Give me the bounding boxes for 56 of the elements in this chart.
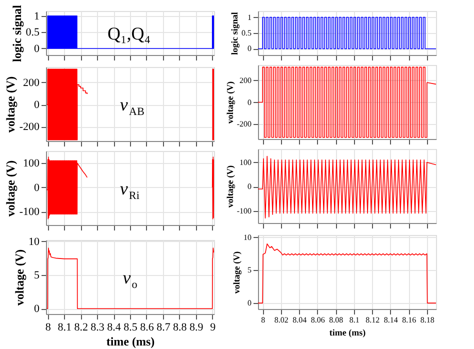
y-axis-title: voltage (V) <box>224 81 235 124</box>
y-tick-label: 0 <box>34 303 40 316</box>
y-axis-title: logic signal <box>230 12 240 55</box>
annotation: Q₁,Q₄ <box>108 23 151 44</box>
x-tick-label: 8.18 <box>420 316 434 324</box>
y-tick-label: -100 <box>19 206 40 218</box>
x-tick-label: 8.8 <box>173 322 188 334</box>
y-tick-label: -200 <box>236 120 252 129</box>
y-tick-label: 5 <box>248 266 252 275</box>
y-tick-label: 0 <box>34 182 40 194</box>
y-tick-label: 1 <box>34 10 40 22</box>
x-tick-label: 8.08 <box>329 316 344 324</box>
x-tick-label: 8.1 <box>349 316 360 324</box>
y-tick-label: -100 <box>236 206 252 216</box>
x-tick-label: 8.04 <box>292 316 307 324</box>
x-tick-label: 8 <box>45 322 52 334</box>
x-tick-label: 8.2 <box>74 322 88 334</box>
y-tick-label: 100 <box>240 158 252 167</box>
y-axis-title: voltage (V) <box>3 76 18 133</box>
y-tick-label: -200 <box>19 121 40 134</box>
y-tick-label: 0.5 <box>26 26 40 39</box>
y-axis-title: voltage (V) <box>224 165 235 208</box>
y-tick-label: 0 <box>248 98 252 107</box>
y-tick-label: 200 <box>240 76 252 85</box>
x-tick-label: 8.3 <box>90 322 105 334</box>
x-tick-label: 8.9 <box>190 322 204 334</box>
y-tick-label: 0 <box>248 44 252 54</box>
y-tick-label: 5 <box>34 269 40 282</box>
y-tick-label: 10 <box>244 232 252 242</box>
x-tick-label: 8.4 <box>107 322 122 334</box>
y-tick-label: 0 <box>248 182 252 192</box>
x-tick-label: 8.1 <box>58 322 72 334</box>
y-axis-title: voltage (V) <box>232 251 242 294</box>
y-tick-label: 0 <box>34 42 40 55</box>
y-axis-title: logic signal <box>10 4 24 62</box>
x-tick-label: 8.16 <box>402 316 416 324</box>
y-tick-label: 200 <box>23 76 40 89</box>
x-tick-label: 8.7 <box>156 322 171 334</box>
y-tick-label: 0.5 <box>242 28 252 38</box>
x-tick-label: 8.02 <box>274 316 288 324</box>
y-tick-label: 0 <box>34 99 40 112</box>
y-tick-label: 10 <box>28 236 40 248</box>
x-axis-title: time (ms) <box>329 328 366 338</box>
y-tick-label: 100 <box>23 158 40 170</box>
x-tick-label: 8.14 <box>384 316 398 324</box>
x-tick-label: 8.12 <box>366 316 380 324</box>
x-tick-label: 9 <box>210 322 216 334</box>
x-tick-label: 8.6 <box>140 322 154 334</box>
y-axis-title: voltage (V) <box>12 249 26 306</box>
y-tick-label: 0 <box>248 298 252 308</box>
x-tick-label: 8.5 <box>124 322 138 334</box>
x-axis-title: time (ms) <box>106 334 155 348</box>
y-tick-label: 1 <box>248 12 252 22</box>
y-axis-title: voltage (V) <box>3 160 18 217</box>
x-tick-label: 8.06 <box>310 316 325 324</box>
x-tick-label: 8 <box>261 316 266 324</box>
